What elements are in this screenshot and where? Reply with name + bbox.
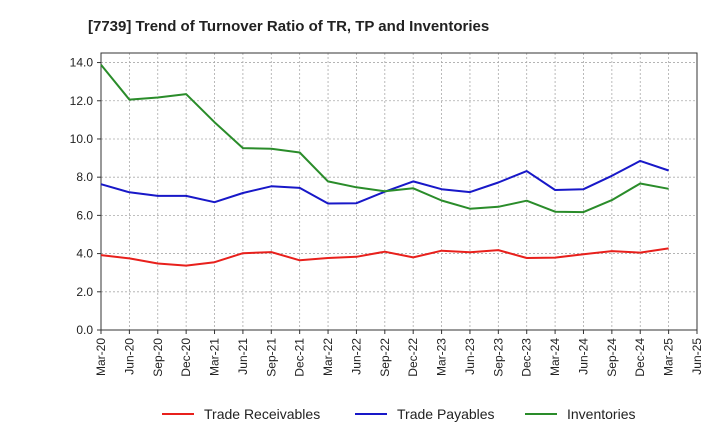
x-tick-label: Mar-24 xyxy=(548,338,562,376)
x-tick-label: Sep-24 xyxy=(605,338,619,377)
y-tick-label: 8.0 xyxy=(76,170,93,184)
x-tick-label: Sep-21 xyxy=(264,338,278,377)
x-tick-label: Jun-21 xyxy=(236,338,250,375)
axes: 0.0 2.0 4.0 6.0 8.0 10.0 12.0 14.0 Mar-20 Jun-20 S… xyxy=(70,52,704,377)
plot-frame xyxy=(100,52,698,331)
x-tick-label: Dec-22 xyxy=(406,338,420,377)
y-tick-label: 10.0 xyxy=(70,132,94,146)
y-tick-label: 6.0 xyxy=(76,208,93,222)
x-tick-label: Mar-21 xyxy=(208,338,222,376)
y-tick-label: 2.0 xyxy=(76,285,93,299)
y-tick-label: 14.0 xyxy=(70,56,94,70)
gridlines xyxy=(100,53,698,331)
series-line-2 xyxy=(100,64,669,214)
x-tick-label: Dec-24 xyxy=(633,338,647,377)
legend: Trade Receivables Trade Payables Inventori… xyxy=(162,406,635,422)
y-tick-label: 4.0 xyxy=(76,247,93,261)
series-lines xyxy=(100,64,669,267)
x-tick-label: Jun-20 xyxy=(122,338,136,375)
x-tick-label: Sep-23 xyxy=(491,338,505,377)
x-tick-label: Dec-23 xyxy=(520,338,534,377)
x-tick-label: Jun-24 xyxy=(576,338,590,375)
x-tick-label: Mar-22 xyxy=(321,338,335,376)
x-tick-label: Mar-23 xyxy=(435,338,449,376)
x-tick-label: Jun-25 xyxy=(690,338,704,375)
x-tick-label: Dec-21 xyxy=(293,338,307,377)
y-tick-label: 12.0 xyxy=(70,94,94,108)
x-tick-label: Sep-20 xyxy=(151,338,165,377)
x-tick-label: Dec-20 xyxy=(179,338,193,377)
chart-title: [7739] Trend of Turnover Ratio of TR, TP… xyxy=(88,18,489,35)
x-tick-label: Jun-22 xyxy=(349,338,363,375)
series-line-0 xyxy=(100,247,669,267)
y-tick-label: 0.0 xyxy=(76,323,93,337)
x-tick-label: Sep-22 xyxy=(378,338,392,377)
legend-label-1: Trade Payables xyxy=(397,406,495,422)
x-tick-label: Jun-23 xyxy=(463,338,477,375)
x-tick-label: Mar-20 xyxy=(94,338,108,376)
x-tick-label: Mar-25 xyxy=(662,338,676,376)
legend-label-2: Inventories xyxy=(567,406,635,422)
legend-label-0: Trade Receivables xyxy=(204,406,320,422)
